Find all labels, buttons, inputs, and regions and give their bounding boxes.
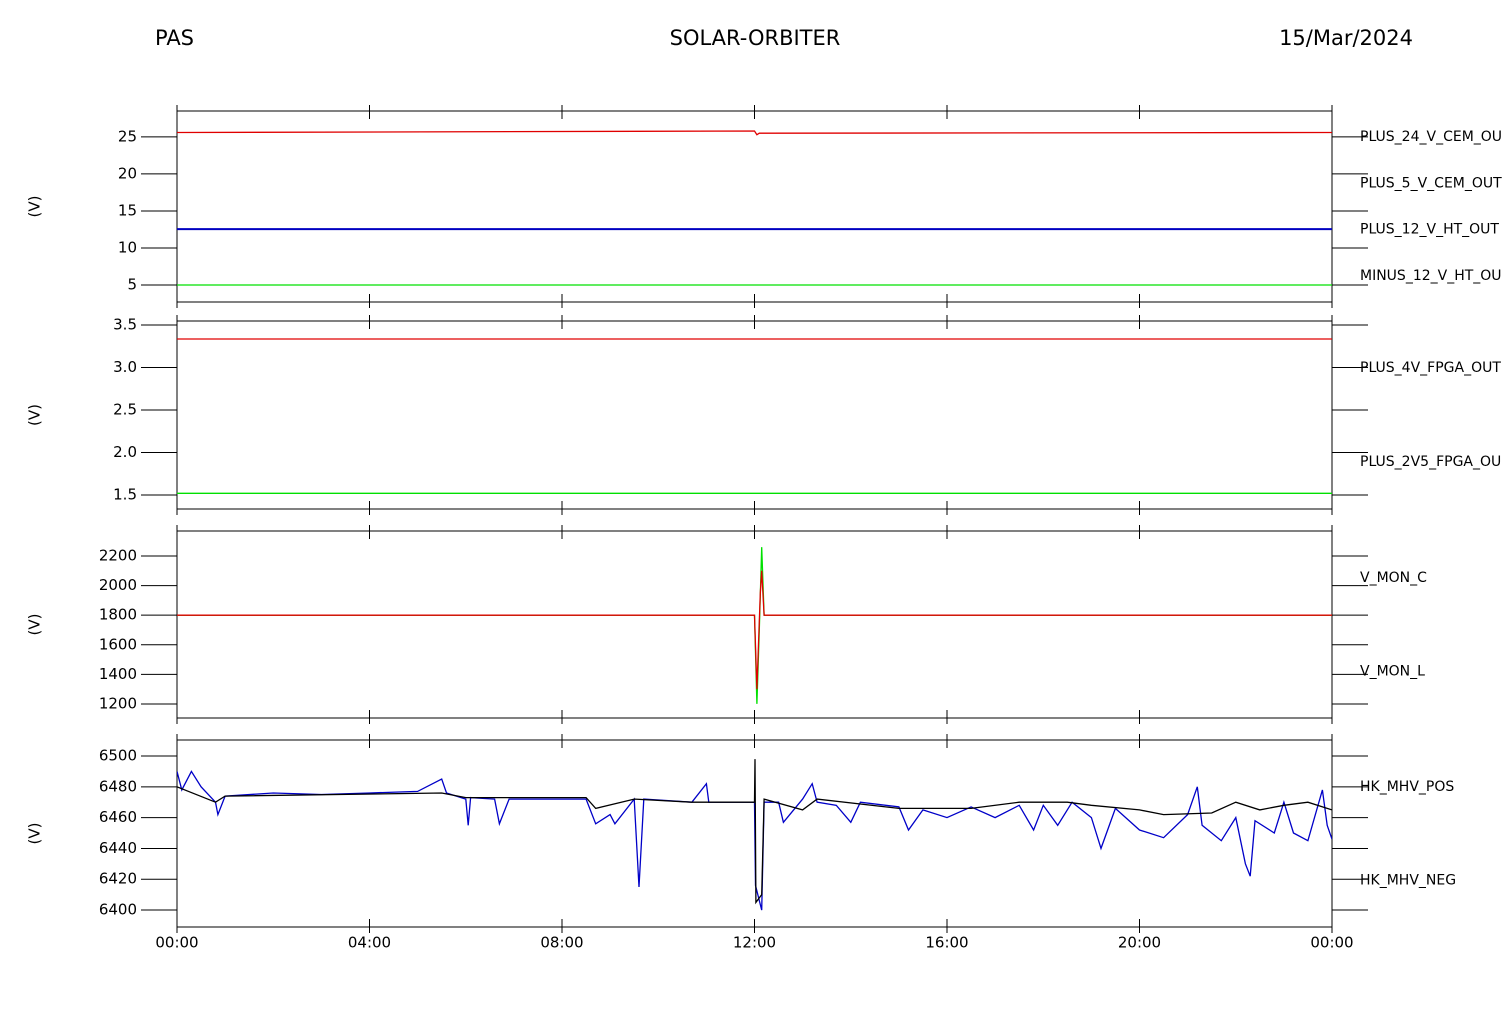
- x-tick-label: 00:00: [155, 934, 198, 952]
- y-tick-label: 2.5: [113, 400, 137, 418]
- y-tick-label: 1200: [99, 694, 137, 712]
- series-line: [177, 130, 1332, 136]
- legend-label: MINUS_12_V_HT_OU: [1360, 268, 1502, 284]
- legend-label: PLUS_24_V_CEM_OU: [1360, 129, 1502, 145]
- x-tick-label: 04:00: [348, 934, 391, 952]
- x-tick-label: 00:00: [1310, 934, 1353, 952]
- y-tick-label: 6480: [99, 777, 137, 795]
- legend-label: PLUS_12_V_HT_OUT: [1360, 222, 1499, 238]
- y-axis-label: (V): [26, 404, 44, 426]
- header-right: 15/Mar/2024: [1279, 26, 1413, 50]
- x-tick-label: 12:00: [733, 934, 776, 952]
- y-tick-label: 15: [118, 201, 137, 219]
- y-tick-label: 3.5: [113, 315, 137, 333]
- y-tick-label: 1800: [99, 606, 137, 624]
- y-tick-label: 3.0: [113, 358, 137, 376]
- legend-label: HK_MHV_NEG: [1360, 872, 1456, 888]
- y-tick-label: 10: [118, 238, 137, 256]
- x-tick-label: 20:00: [1118, 934, 1161, 952]
- series-line: [177, 770, 1332, 911]
- y-tick-label: 6500: [99, 747, 137, 765]
- x-tick-label: 08:00: [540, 934, 583, 952]
- legend-label: PLUS_4V_FPGA_OUT: [1360, 360, 1501, 376]
- header-left: PAS: [155, 26, 194, 50]
- y-tick-label: 6420: [99, 870, 137, 888]
- series-line: [177, 759, 1332, 905]
- y-axis-label: (V): [26, 614, 44, 636]
- legend-label: V_MON_L: [1360, 663, 1425, 679]
- y-axis-label: (V): [26, 196, 44, 218]
- chart-title: SOLAR-ORBITER: [670, 26, 841, 50]
- y-tick-label: 2200: [99, 547, 137, 565]
- series-line: [177, 570, 1332, 690]
- y-tick-label: 6460: [99, 808, 137, 826]
- y-tick-label: 1400: [99, 665, 137, 683]
- y-axis-label: (V): [26, 823, 44, 845]
- y-tick-label: 25: [118, 127, 137, 145]
- legend-label: V_MON_C: [1360, 570, 1427, 586]
- y-tick-label: 2000: [99, 576, 137, 594]
- y-tick-label: 2.0: [113, 443, 137, 461]
- y-tick-label: 6400: [99, 901, 137, 919]
- y-tick-label: 1.5: [113, 485, 137, 503]
- y-tick-label: 5: [127, 275, 137, 293]
- y-tick-label: 6440: [99, 839, 137, 857]
- y-tick-label: 1600: [99, 635, 137, 653]
- legend-label: HK_MHV_POS: [1360, 779, 1454, 795]
- legend-label: PLUS_5_V_CEM_OUT: [1360, 175, 1502, 191]
- y-tick-label: 20: [118, 164, 137, 182]
- legend-label: PLUS_2V5_FPGA_OU: [1360, 454, 1501, 470]
- x-tick-label: 16:00: [925, 934, 968, 952]
